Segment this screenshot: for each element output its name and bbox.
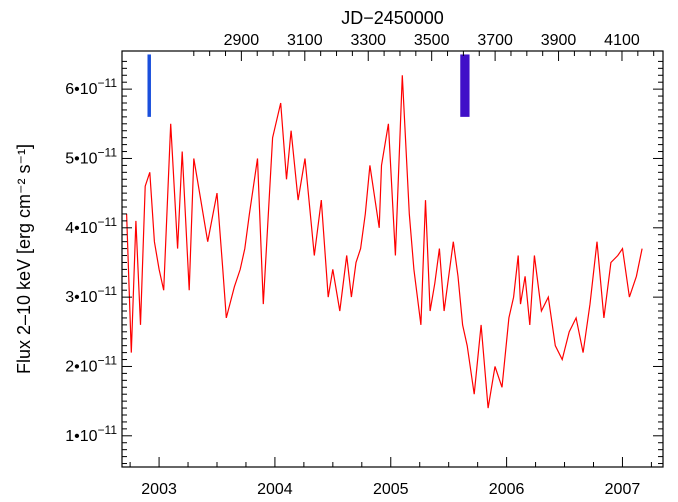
y-tick-label: 3•10−11 (65, 284, 117, 306)
x-tick-label: 2006 (489, 481, 525, 498)
top-tick-label: 4100 (604, 32, 640, 49)
x-tick-label: 2005 (373, 481, 409, 498)
plot-frame (121, 50, 664, 468)
y-tick-label: 4•10−11 (65, 215, 117, 237)
y-tick-label: 5•10−11 (65, 145, 117, 167)
marker-group (147, 54, 470, 117)
top-tick-label: 2900 (224, 32, 260, 49)
top-tick-label: 3300 (350, 32, 386, 49)
top-tick-label: 3100 (287, 32, 323, 49)
x-tick-label: 2003 (141, 481, 177, 498)
epoch-marker-2 (460, 54, 470, 117)
y-axis-title: Flux 2–10 keV [erg cm⁻² s⁻¹] (14, 144, 34, 374)
top-tick-label: 3700 (477, 32, 513, 49)
y-tick-label: 2•10−11 (65, 353, 117, 375)
epoch-marker-1 (147, 54, 151, 117)
y-tick-label: 6•10−11 (65, 76, 117, 98)
series-line (126, 75, 643, 409)
top-axis-title: JD−2450000 (341, 8, 444, 28)
x-tick-label: 2007 (605, 481, 641, 498)
x-tick-label: 2004 (257, 481, 293, 498)
top-tick-label: 3500 (414, 32, 450, 49)
y-tick-label: 1•10−11 (65, 423, 117, 445)
top-tick-label: 3900 (541, 32, 577, 49)
axes-group: 2003 2004 2005 2006 2007 2900 3100 3300 3500 3700… (65, 32, 663, 498)
